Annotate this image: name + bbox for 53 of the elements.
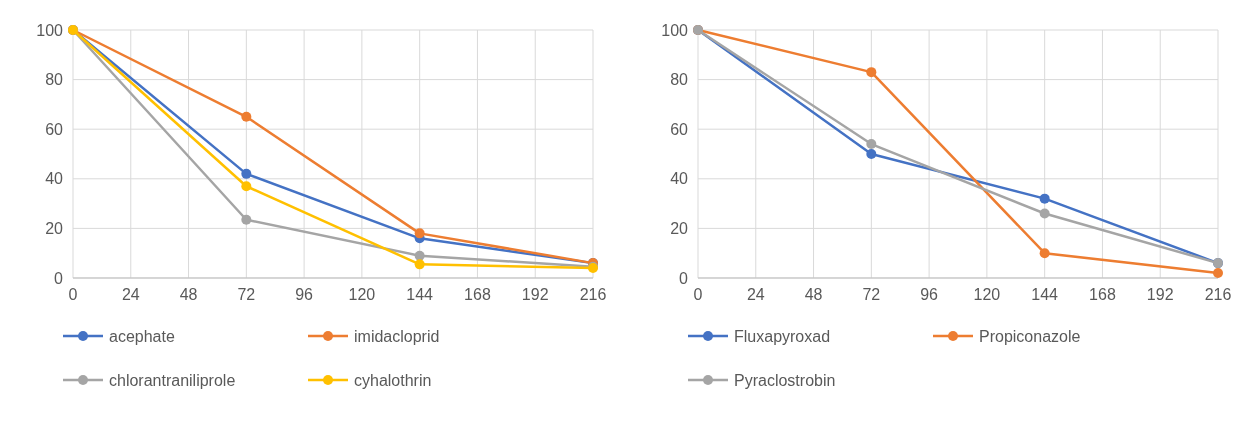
- y-tick-label: 60: [670, 120, 689, 138]
- x-tick-label: 48: [179, 286, 198, 303]
- x-tick-label: 168: [464, 286, 491, 303]
- point: [866, 67, 877, 78]
- x-tick-label: 72: [237, 286, 256, 303]
- x-tick-label: 72: [862, 286, 881, 303]
- point: [414, 228, 425, 239]
- x-tick-label: 24: [746, 286, 765, 303]
- x-tick-label: 120: [348, 286, 376, 303]
- x-tick-label: 0: [68, 286, 78, 303]
- point: [414, 259, 425, 270]
- point: [414, 250, 425, 261]
- y-tick-label: 0: [54, 269, 64, 287]
- point: [241, 168, 252, 179]
- x-tick-label: 216: [579, 286, 607, 303]
- x-tick-label: 192: [1146, 286, 1174, 303]
- x-tick-label: 96: [920, 286, 939, 303]
- y-tick-label: 100: [36, 21, 64, 39]
- x-tick-label: 144: [1031, 286, 1059, 303]
- x-tick-label: 192: [521, 286, 549, 303]
- x-tick-label: 0: [693, 286, 703, 303]
- point: [1039, 193, 1050, 204]
- legend-label: Pyraclostrobin: [734, 371, 836, 389]
- y-tick-label: 60: [45, 120, 64, 138]
- x-tick-label: 24: [121, 286, 140, 303]
- point: [1213, 268, 1223, 279]
- legend-label: acephate: [109, 327, 175, 345]
- point: [866, 139, 877, 150]
- legend-label: imidacloprid: [354, 327, 440, 345]
- y-tick-label: 40: [45, 170, 64, 188]
- y-tick-label: 80: [670, 71, 689, 89]
- x-tick-label: 216: [1204, 286, 1232, 303]
- x-tick-label: 168: [1089, 286, 1116, 303]
- point: [866, 149, 877, 159]
- point: [241, 111, 252, 122]
- x-tick-label: 96: [295, 286, 314, 303]
- y-tick-label: 0: [679, 269, 689, 287]
- point: [1039, 248, 1050, 259]
- y-tick-label: 100: [661, 21, 689, 39]
- legend-label: cyhalothrin: [354, 371, 432, 389]
- point: [1039, 208, 1050, 219]
- y-tick-label: 20: [670, 220, 689, 237]
- y-tick-label: 20: [45, 220, 64, 237]
- point: [241, 214, 252, 225]
- y-tick-label: 40: [670, 170, 689, 188]
- legend-label: Fluxapyroxad: [734, 327, 831, 345]
- point: [241, 181, 252, 192]
- x-tick-label: 48: [804, 286, 823, 303]
- y-tick-label: 80: [45, 71, 64, 89]
- legend-label: Propiconazole: [979, 327, 1081, 345]
- legend-label: chlorantraniliprole: [109, 371, 236, 389]
- x-tick-label: 144: [406, 286, 434, 303]
- x-tick-label: 120: [973, 286, 1001, 303]
